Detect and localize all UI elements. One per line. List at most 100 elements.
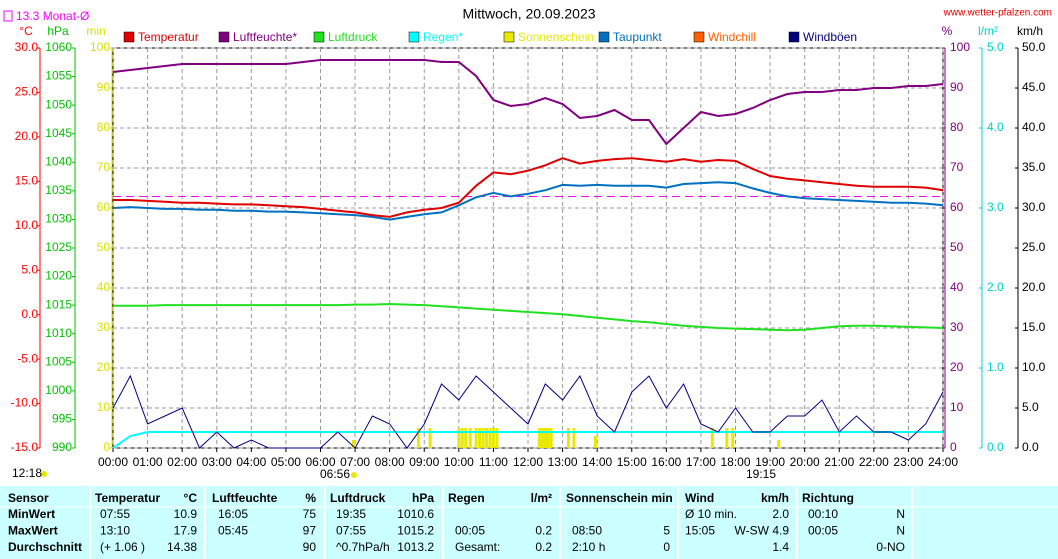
table-cell: 0-NO xyxy=(876,540,905,554)
table-header: hPa xyxy=(412,491,434,505)
sunshine-bar xyxy=(488,428,492,448)
legend-label: Sonnenschein xyxy=(518,30,594,44)
y-tick-label: 90 xyxy=(97,80,111,94)
table-cell: 1013.2 xyxy=(397,540,434,554)
series-line xyxy=(112,431,943,449)
y-tick-label: -15.0 xyxy=(11,440,39,454)
sunshine-bar xyxy=(474,428,478,448)
sunshine-bar xyxy=(546,428,550,448)
sun-icon xyxy=(351,472,357,478)
sunshine-bar xyxy=(566,428,570,448)
sunshine-bar xyxy=(725,428,729,448)
axis-unit: l/m² xyxy=(978,24,998,38)
sunshine-bar xyxy=(549,428,553,448)
y-tick-label: 2.0 xyxy=(987,280,1004,294)
legend-label: Luftfeuchte* xyxy=(233,30,297,44)
y-tick-label: 5.0 xyxy=(21,262,38,276)
sunshine-bar xyxy=(460,428,464,448)
table-header: Regen xyxy=(448,491,485,505)
legend-label: Regen* xyxy=(423,30,463,44)
table-header: km/h xyxy=(761,491,789,505)
y-tick-label: 50.0 xyxy=(1022,40,1046,54)
sunshine-bar xyxy=(468,428,472,448)
y-tick-label: 80 xyxy=(950,120,964,134)
legend-label: Windböen xyxy=(803,30,857,44)
axis-unit: hPa xyxy=(47,24,69,38)
table-cell: ^0.7hPa/h xyxy=(336,540,390,554)
table-cell: 00:05 xyxy=(455,524,485,538)
axis-unit: km/h xyxy=(1017,24,1043,38)
x-tick-label: 22:00 xyxy=(859,455,889,469)
sunshine-bar xyxy=(541,428,545,448)
legend-swatch xyxy=(313,31,325,43)
y-tick-label: 20 xyxy=(97,360,111,374)
table-cell: 00:10 xyxy=(808,507,838,521)
table-cell: W-SW 4.9 xyxy=(735,524,790,538)
table-cell: 17.9 xyxy=(174,524,198,538)
source: www.wetter-pfalzen.com xyxy=(943,8,1052,19)
x-tick-label: 17:00 xyxy=(686,455,716,469)
sunshine-bar xyxy=(485,428,488,448)
table-header: Temperatur xyxy=(95,491,160,505)
table-cell: 19:35 xyxy=(336,507,366,521)
axis-unit: % xyxy=(942,24,953,38)
y-tick-label: 80 xyxy=(97,120,111,134)
table-header: Sonnenschein min xyxy=(566,491,673,505)
x-tick-label: 23:00 xyxy=(893,455,923,469)
table-cell: 5 xyxy=(663,524,670,538)
y-tick-label: 1035 xyxy=(45,183,72,197)
sunshine-bar xyxy=(464,428,468,448)
legend-swatch xyxy=(218,31,230,43)
table-cell: 05:45 xyxy=(218,524,248,538)
table-cell: Ø 10 min. xyxy=(685,507,737,521)
y-tick-label: 1000 xyxy=(45,383,72,397)
legend-label: Taupunkt xyxy=(613,30,662,44)
legend-swatch xyxy=(788,31,800,43)
legend-label: Windchill xyxy=(708,30,756,44)
table-cell: Gesamt: xyxy=(455,540,500,554)
table-cell: 15:05 xyxy=(685,524,715,538)
y-tick-label: 5.0 xyxy=(987,40,1004,54)
y-tick-label: 0 xyxy=(950,440,957,454)
table-cell: 07:55 xyxy=(336,524,366,538)
x-tick-label: 06:00 xyxy=(305,455,335,469)
sunshine-bar xyxy=(491,428,495,448)
sunshine-bar xyxy=(351,440,355,448)
table-cell: 75 xyxy=(303,507,317,521)
y-tick-label: 10.0 xyxy=(15,218,39,232)
sunshine-bar xyxy=(478,428,482,448)
y-tick-label: 40.0 xyxy=(1022,120,1046,134)
y-tick-label: 4.0 xyxy=(987,120,1004,134)
y-tick-label: 0.0 xyxy=(987,440,1004,454)
x-tick-label: 15:00 xyxy=(617,455,647,469)
table-cell: 13:10 xyxy=(100,524,130,538)
y-tick-label: 990 xyxy=(52,440,72,454)
sunshine-bar xyxy=(428,428,432,448)
y-tick-label: 100 xyxy=(90,40,110,54)
sunshine-bar xyxy=(731,428,735,448)
x-tick-label: 03:00 xyxy=(202,455,232,469)
table-cell: 1015.2 xyxy=(397,524,434,538)
y-tick-label: 5.0 xyxy=(1022,400,1039,414)
sunshine-bar xyxy=(777,440,781,448)
x-tick-label: 16:00 xyxy=(651,455,681,469)
y-tick-label: 45.0 xyxy=(1022,80,1046,94)
y-tick-label: 20 xyxy=(950,360,964,374)
x-tick-label: 02:00 xyxy=(167,455,197,469)
x-tick-label: 01:00 xyxy=(133,455,163,469)
y-tick-label: 1060 xyxy=(45,40,72,54)
y-tick-label: 70 xyxy=(97,160,111,174)
y-tick-label: 100 xyxy=(950,40,970,54)
series-line xyxy=(113,302,944,332)
table-cell: 2:10 h xyxy=(572,540,605,554)
table-cell: (+ 1.06 ) xyxy=(100,540,145,554)
table-header: °C xyxy=(184,491,198,505)
table-header: Wind xyxy=(685,491,714,505)
y-tick-label: 995 xyxy=(52,412,72,426)
y-tick-label: 50 xyxy=(97,240,111,254)
table-cell: 2.0 xyxy=(772,507,789,521)
y-tick-label: 1005 xyxy=(45,354,72,368)
x-tick-label: 24:00 xyxy=(928,455,958,469)
sunshine-bar xyxy=(457,428,461,448)
